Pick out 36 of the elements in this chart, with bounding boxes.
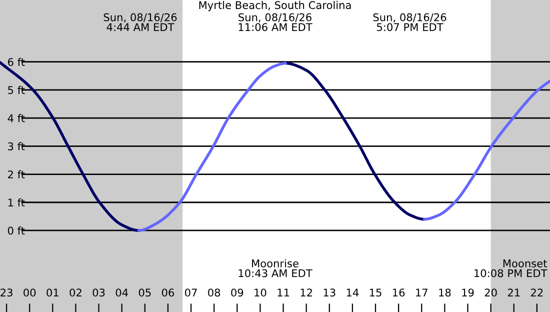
y-tick-label: 4 ft (8, 114, 25, 122)
x-tick-label: 14 (346, 288, 359, 296)
x-tick-label: 17 (416, 288, 428, 296)
x-tick-label: 05 (138, 288, 151, 297)
annotation: Moonrise 10:43 AM EDT (238, 259, 312, 278)
annotation: Sun, 08/16/26 5:07 PM EDT (373, 13, 446, 32)
x-tick-label: 09 (231, 288, 244, 297)
x-tick-label: 19 (462, 288, 474, 297)
x-tick-label: 23 (0, 288, 12, 297)
x-tick-label: 08 (208, 288, 220, 297)
y-tick-label: 5 ft (8, 86, 25, 94)
x-tick-label: 02 (70, 288, 82, 297)
annotation: Sun, 08/16/26 4:44 AM EDT (104, 13, 177, 31)
x-tick-label: 13 (324, 288, 336, 297)
y-tick-label: 0 ft (8, 226, 25, 235)
y-tick-label: 6 ft (8, 58, 25, 66)
x-tick-label: 10 (254, 288, 266, 297)
x-tick-label: 12 (300, 288, 312, 296)
x-tick-label: 11 (278, 288, 290, 296)
x-tick-label: 22 (530, 288, 543, 296)
y-tick-label: 1 ft (8, 198, 25, 206)
annotation: Moonset 10:08 PM EDT (474, 260, 548, 278)
x-tick-label: 04 (116, 288, 128, 297)
x-tick-label: 16 (393, 288, 405, 297)
annotation: Sun, 08/16/26 11:06 AM EDT (238, 13, 312, 32)
x-tick-label: 01 (46, 288, 58, 297)
x-tick-label: 03 (92, 288, 105, 297)
chart-title: Myrtle Beach, South Carolina (199, 0, 351, 12)
x-tick-label: 00 (24, 288, 36, 297)
x-tick-label: 15 (370, 288, 382, 297)
x-tick-label: 21 (508, 288, 520, 296)
y-tick-label: 2 ft (8, 170, 25, 178)
x-tick-label: 18 (439, 288, 451, 297)
x-tick-label: 20 (484, 288, 497, 297)
x-tick-label: 07 (185, 288, 197, 297)
x-tick-label: 06 (162, 288, 174, 297)
